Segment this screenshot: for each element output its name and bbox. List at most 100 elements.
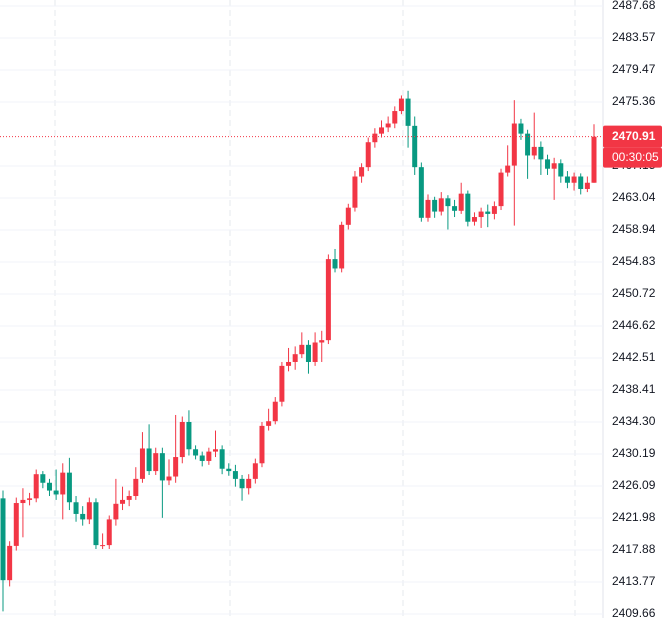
candle-body: [379, 127, 385, 134]
candle-body: [491, 206, 497, 214]
candle-body: [93, 502, 99, 546]
candle-body: [186, 421, 192, 450]
candle-body: [345, 207, 351, 225]
candle-body: [139, 448, 145, 479]
last-price-box: [603, 125, 662, 148]
candle-body: [591, 136, 597, 183]
candle-body: [206, 451, 212, 461]
candle-body: [60, 472, 66, 495]
y-tick-label: 2438.41: [612, 382, 656, 396]
candle-body: [0, 498, 6, 581]
candle-body: [146, 448, 152, 472]
candle-body: [352, 176, 358, 208]
candle-body: [100, 545, 106, 547]
candle-body: [272, 401, 278, 422]
candle-body: [319, 340, 325, 343]
candle-body: [525, 133, 531, 156]
candle-body: [199, 455, 205, 461]
candle-body: [564, 176, 570, 183]
candle-body: [27, 498, 33, 500]
candle-body: [286, 361, 292, 366]
candle-body: [438, 198, 444, 212]
candle-body: [226, 468, 232, 472]
candle-body: [53, 490, 59, 495]
candle-body: [312, 342, 318, 362]
candle-body: [584, 182, 590, 189]
candle-body: [219, 449, 225, 469]
candle-body: [365, 142, 371, 168]
candle-body: [66, 472, 72, 503]
candle-body: [305, 344, 311, 362]
candle-body: [498, 172, 504, 207]
candle-body: [159, 453, 165, 481]
candle-body: [86, 502, 92, 520]
y-tick-label: 2417.88: [612, 542, 656, 556]
candle-body: [571, 176, 577, 183]
candle-body: [279, 365, 285, 402]
candle-body: [20, 499, 26, 504]
countdown-box: [603, 147, 662, 168]
candle-body: [266, 421, 272, 426]
candle-body: [246, 478, 252, 489]
candle-body: [133, 478, 139, 497]
candle-body: [578, 176, 584, 189]
candle-body: [511, 123, 517, 166]
y-tick-label: 2458.94: [612, 222, 656, 236]
candle-body: [478, 211, 484, 218]
candle-body: [465, 193, 471, 222]
candle-body: [385, 123, 391, 128]
candle-body: [173, 457, 179, 477]
candle-body: [212, 449, 218, 452]
candle-body: [458, 193, 464, 211]
candle-body: [252, 463, 258, 479]
y-tick-label: 2487.68: [612, 0, 656, 12]
y-tick-label: 2475.36: [612, 94, 656, 108]
y-tick-label: 2434.30: [612, 414, 656, 428]
y-tick-label: 2421.98: [612, 510, 656, 524]
candle-body: [538, 146, 544, 160]
candle-body: [40, 474, 46, 483]
candle-body: [7, 545, 13, 581]
candle-body: [505, 165, 511, 173]
candle-body: [46, 482, 52, 491]
y-tick-label: 2442.51: [612, 350, 656, 364]
candle-body: [106, 519, 112, 546]
candle-body: [13, 503, 19, 546]
candle-body: [432, 199, 438, 212]
candle-body: [332, 259, 338, 269]
candle-body: [113, 503, 119, 520]
candle-body: [372, 133, 378, 143]
candle-body: [232, 471, 238, 479]
candle-body: [558, 163, 564, 177]
candle-body: [392, 111, 398, 124]
candle-body: [531, 146, 537, 156]
candle-body: [425, 199, 431, 218]
y-tick-label: 2413.77: [612, 574, 656, 588]
y-tick-label: 2409.66: [612, 606, 656, 618]
candle-body: [120, 499, 126, 504]
candle-body: [545, 159, 551, 169]
y-tick-label: 2430.19: [612, 446, 656, 460]
candle-body: [518, 123, 524, 134]
candle-body: [239, 478, 245, 489]
candle-body: [412, 125, 418, 168]
candle-body: [259, 425, 265, 464]
candle-body: [485, 211, 491, 214]
candle-body: [33, 474, 39, 499]
y-tick-label: 2483.57: [612, 30, 656, 44]
candle-body: [126, 496, 132, 500]
candle-body: [405, 98, 411, 126]
candle-body: [73, 502, 79, 514]
y-tick-label: 2426.09: [612, 478, 656, 492]
y-tick-label: 2454.83: [612, 254, 656, 268]
candle-body: [471, 217, 477, 222]
candle-body: [325, 259, 331, 341]
candle-body: [339, 224, 345, 269]
candle-body: [193, 449, 199, 456]
candle-body: [398, 98, 404, 112]
candle-body: [80, 513, 86, 520]
candle-body: [153, 453, 159, 472]
candle-body: [445, 198, 451, 207]
